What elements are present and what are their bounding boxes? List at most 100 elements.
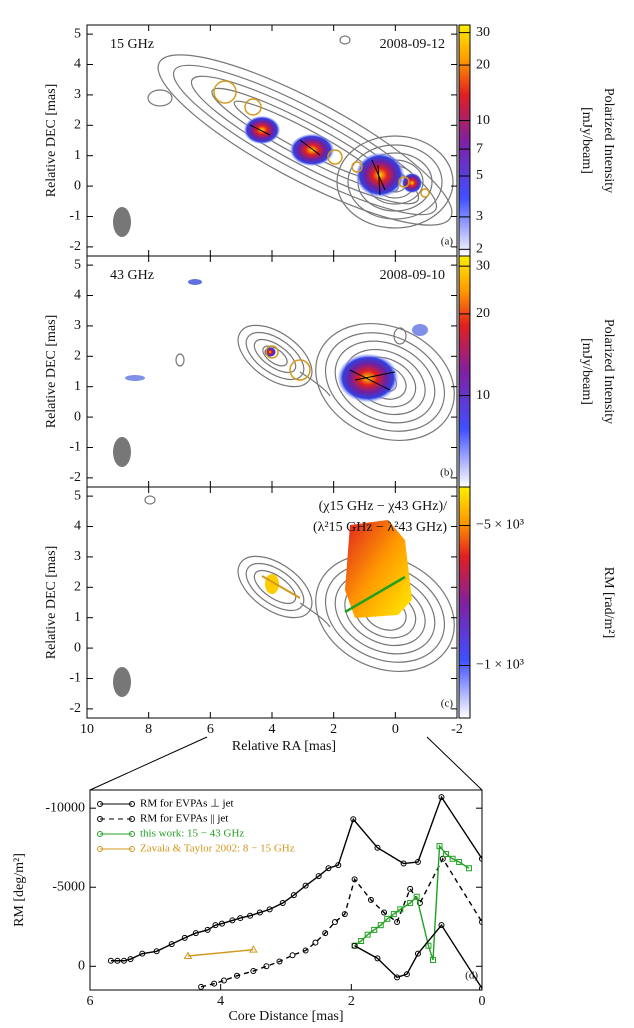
y-tick-label: -1 <box>69 671 81 686</box>
y-tick-label: -1 <box>69 209 81 224</box>
y-tick-label: 5 <box>74 488 81 503</box>
panel-label: (b) <box>440 467 453 479</box>
x-tick-label: 8 <box>145 722 152 737</box>
legend-marker <box>97 846 103 852</box>
marker <box>263 963 270 970</box>
y-tick-label: 4 <box>74 519 81 534</box>
legend-marker <box>97 801 103 807</box>
y-tick-label: -2 <box>69 701 81 716</box>
x-tick-label: 0 <box>392 722 399 737</box>
colorbar-label: Polarized Intensity <box>601 88 616 193</box>
marker <box>218 920 225 927</box>
x-tick-label: -2 <box>451 722 463 737</box>
marker <box>139 950 146 957</box>
y-tick-label: -2 <box>69 239 81 254</box>
y-tick-label: 4 <box>74 57 81 72</box>
colorbar-tick-label: −1 × 10³ <box>476 658 524 673</box>
zoom-lines <box>89 736 483 791</box>
marker <box>114 957 121 964</box>
marker <box>438 922 445 929</box>
marker <box>436 843 443 850</box>
marker <box>394 974 401 981</box>
colorbar <box>458 255 471 488</box>
marker <box>407 885 414 892</box>
y-tick-label: 0 <box>74 640 81 655</box>
y-tick-label: 3 <box>74 87 81 102</box>
marker <box>413 893 420 900</box>
marker <box>183 951 193 960</box>
y-axis-label: RM [deg/m²] <box>12 853 27 927</box>
marker <box>479 985 482 990</box>
marker <box>312 939 319 946</box>
marker <box>322 930 329 937</box>
marker <box>407 900 414 907</box>
legend-label: Zavala & Taylor 2002: 8 − 15 GHz <box>140 843 295 855</box>
marker <box>256 909 263 916</box>
colorbar-tick-label: 5 <box>476 168 483 183</box>
y-tick-label: 2 <box>74 349 81 364</box>
polarization-b <box>113 279 428 467</box>
marker <box>414 858 421 865</box>
marker <box>397 906 404 913</box>
colorbar-tick-label: 7 <box>476 141 483 156</box>
x-axis-label: Core Distance [mas] <box>228 1009 343 1024</box>
y-tick-label: 2 <box>74 580 81 595</box>
colorbar-tick-label: 20 <box>476 57 490 72</box>
marker <box>247 912 254 919</box>
panel-frame <box>89 789 483 991</box>
marker <box>168 941 175 948</box>
series-line <box>110 795 482 962</box>
formula: (χ15 GHz − χ43 GHz)/ <box>319 499 448 514</box>
legend-marker <box>97 816 103 822</box>
marker <box>204 926 211 933</box>
marker <box>350 816 357 823</box>
y-tick-label: 0 <box>74 178 81 193</box>
marker <box>234 972 240 979</box>
marker <box>211 980 218 987</box>
plot-area <box>107 794 482 990</box>
marker <box>381 909 387 916</box>
x-tick-label: 4 <box>217 994 224 1009</box>
y-tick-label: -1 <box>69 440 81 455</box>
marker <box>107 957 114 964</box>
y-tick-label: 3 <box>74 318 81 333</box>
panel-label: (a) <box>441 236 454 248</box>
polarization-a <box>113 80 430 237</box>
marker <box>400 860 407 867</box>
panel-frame <box>86 255 458 488</box>
marker <box>403 971 410 978</box>
colorbar-tick-label: 2 <box>476 242 483 257</box>
y-tick-label: 1 <box>74 379 81 394</box>
panel-label: (c) <box>441 698 454 710</box>
marker <box>198 983 205 990</box>
colorbar-tick-label: −5 × 10³ <box>476 518 524 533</box>
marker <box>443 851 450 858</box>
marker <box>248 945 258 953</box>
x-tick-label: 0 <box>479 994 486 1009</box>
marker <box>416 900 423 907</box>
frequency-label: 15 GHz <box>110 37 154 52</box>
x-tick-label: 6 <box>87 994 94 1009</box>
marker <box>315 873 322 880</box>
marker <box>279 900 286 907</box>
marker <box>367 896 374 903</box>
y-axis-label: Relative DEC [mas] <box>44 546 59 660</box>
marker <box>120 957 127 964</box>
marker <box>351 876 358 883</box>
marker <box>289 952 296 959</box>
marker <box>374 844 381 851</box>
colorbar-tick-label: 30 <box>476 25 490 40</box>
y-axis-label: Relative DEC [mas] <box>44 315 59 429</box>
x-tick-label: 6 <box>207 722 214 737</box>
marker <box>456 858 463 865</box>
legend-label: this work: 15 − 43 GHz <box>140 828 244 840</box>
marker <box>438 794 445 801</box>
panel-label: (d) <box>465 970 478 982</box>
colorbar-label: [mJy/beam] <box>579 107 594 174</box>
marker <box>384 915 391 922</box>
marker <box>332 919 338 926</box>
legend-marker <box>129 801 135 807</box>
x-tick-label: 2 <box>348 994 355 1009</box>
marker <box>358 937 365 944</box>
marker <box>325 865 332 872</box>
